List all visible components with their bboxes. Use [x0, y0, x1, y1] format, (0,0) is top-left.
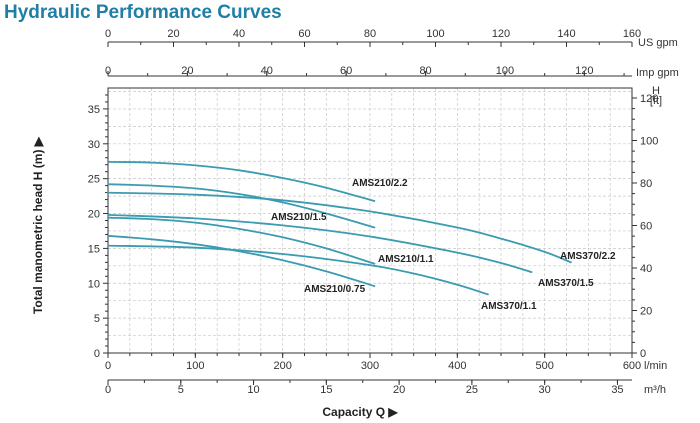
- curve-ams210-0-75: [107, 234, 376, 287]
- curve-label-ams370-2-2: AMS370/2.2: [560, 251, 616, 262]
- lmin-tick-label: 0: [105, 360, 111, 372]
- imp-gpm-tick-label: 20: [181, 65, 193, 77]
- curve-label-ams210-2-2: AMS210/2.2: [352, 178, 408, 189]
- y-tick-label: 10: [88, 278, 100, 290]
- curve-ams210-1-5: [107, 183, 376, 229]
- y-tick-label: 25: [88, 174, 100, 186]
- us-gpm-unit-label: US gpm: [638, 37, 678, 49]
- m3h-tick-label: 35: [611, 384, 623, 396]
- curve-ams210-1-1: [107, 216, 376, 265]
- m3h-tick-label: 25: [466, 384, 478, 396]
- us-gpm-tick-label: 20: [167, 28, 179, 40]
- labels-layer: AMS210/2.2 AMS210/1.5 AMS210/1.1 AMS210/0.7…: [271, 178, 616, 312]
- x-axis-title: Capacity Q ▶: [322, 405, 398, 419]
- us-gpm-tick-label: 40: [233, 28, 245, 40]
- y-right-tick-label: 100: [640, 135, 658, 147]
- lmin-tick-label: 100: [186, 360, 204, 372]
- curve-label-ams210-1-5: AMS210/1.5: [271, 212, 327, 223]
- curve-label-ams210-0-75: AMS210/0.75: [304, 284, 366, 295]
- imp-gpm-unit-label: Imp gpm: [636, 67, 679, 79]
- lmin-tick-label: 500: [535, 360, 553, 372]
- lmin-unit-label: l/min: [644, 360, 667, 372]
- lmin-tick-label: 600: [623, 360, 641, 372]
- y-tick-label: 20: [88, 209, 100, 221]
- us-gpm-tick-label: 120: [492, 28, 510, 40]
- imp-gpm-tick-label: 0: [105, 65, 111, 77]
- imp-gpm-tick-label: 100: [496, 65, 514, 77]
- imp-gpm-tick-label: 40: [261, 65, 273, 77]
- us-gpm-tick-label: 100: [426, 28, 444, 40]
- y-right-tick-label: 60: [640, 220, 652, 232]
- curve-label-ams370-1-1: AMS370/1.1: [481, 301, 537, 312]
- y-tick-label: 15: [88, 243, 100, 255]
- y-axis-title: Total manometric head H (m) ▶: [31, 136, 45, 314]
- lmin-tick-label: 300: [361, 360, 379, 372]
- us-gpm-tick-label: 140: [557, 28, 575, 40]
- us-gpm-tick-label: 0: [105, 28, 111, 40]
- us-gpm-tick-label: 80: [364, 28, 376, 40]
- imp-gpm-tick-label: 120: [575, 65, 593, 77]
- curve-label-ams370-1-5: AMS370/1.5: [538, 278, 594, 289]
- grid-layer: [108, 88, 632, 353]
- y-tick-label: 30: [88, 139, 100, 151]
- us-gpm-tick-label: 60: [298, 28, 310, 40]
- m3h-tick-label: 5: [178, 384, 184, 396]
- lmin-tick-label: 200: [273, 360, 291, 372]
- y-right-tick-label: 20: [640, 305, 652, 317]
- m3h-tick-label: 15: [320, 384, 332, 396]
- m3h-tick-label: 30: [539, 384, 551, 396]
- y-right-tick-label: 40: [640, 263, 652, 275]
- curve-label-ams210-1-1: AMS210/1.1: [378, 254, 434, 265]
- imp-gpm-tick-label: 60: [340, 65, 352, 77]
- curve-ams370-2-2: [107, 191, 572, 264]
- y-tick-label: 5: [94, 313, 100, 325]
- page-title: Hydraulic Performance Curves: [4, 2, 282, 23]
- imp-gpm-tick-label: 80: [419, 65, 431, 77]
- curve-ams370-1-5: [107, 214, 533, 273]
- y-right-tick-label: 120: [640, 93, 658, 105]
- y-right-tick-label: 0: [640, 348, 646, 360]
- lmin-tick-label: 400: [448, 360, 466, 372]
- y-right-unit-label: H: [652, 85, 660, 97]
- curve-ams210-2-2: [107, 161, 376, 202]
- m3h-unit-label: m³/h: [644, 384, 666, 396]
- m3h-tick-label: 20: [393, 384, 405, 396]
- y-tick-label: 0: [94, 348, 100, 360]
- curves-layer: [107, 161, 572, 296]
- us-gpm-tick-label: 160: [623, 28, 641, 40]
- y-right-unit-label: [ft]: [650, 95, 662, 107]
- m3h-tick-label: 10: [247, 384, 259, 396]
- y-right-tick-label: 80: [640, 178, 652, 190]
- curve-ams370-1-1: [107, 244, 489, 296]
- y-tick-label: 35: [88, 104, 100, 116]
- m3h-tick-label: 0: [105, 384, 111, 396]
